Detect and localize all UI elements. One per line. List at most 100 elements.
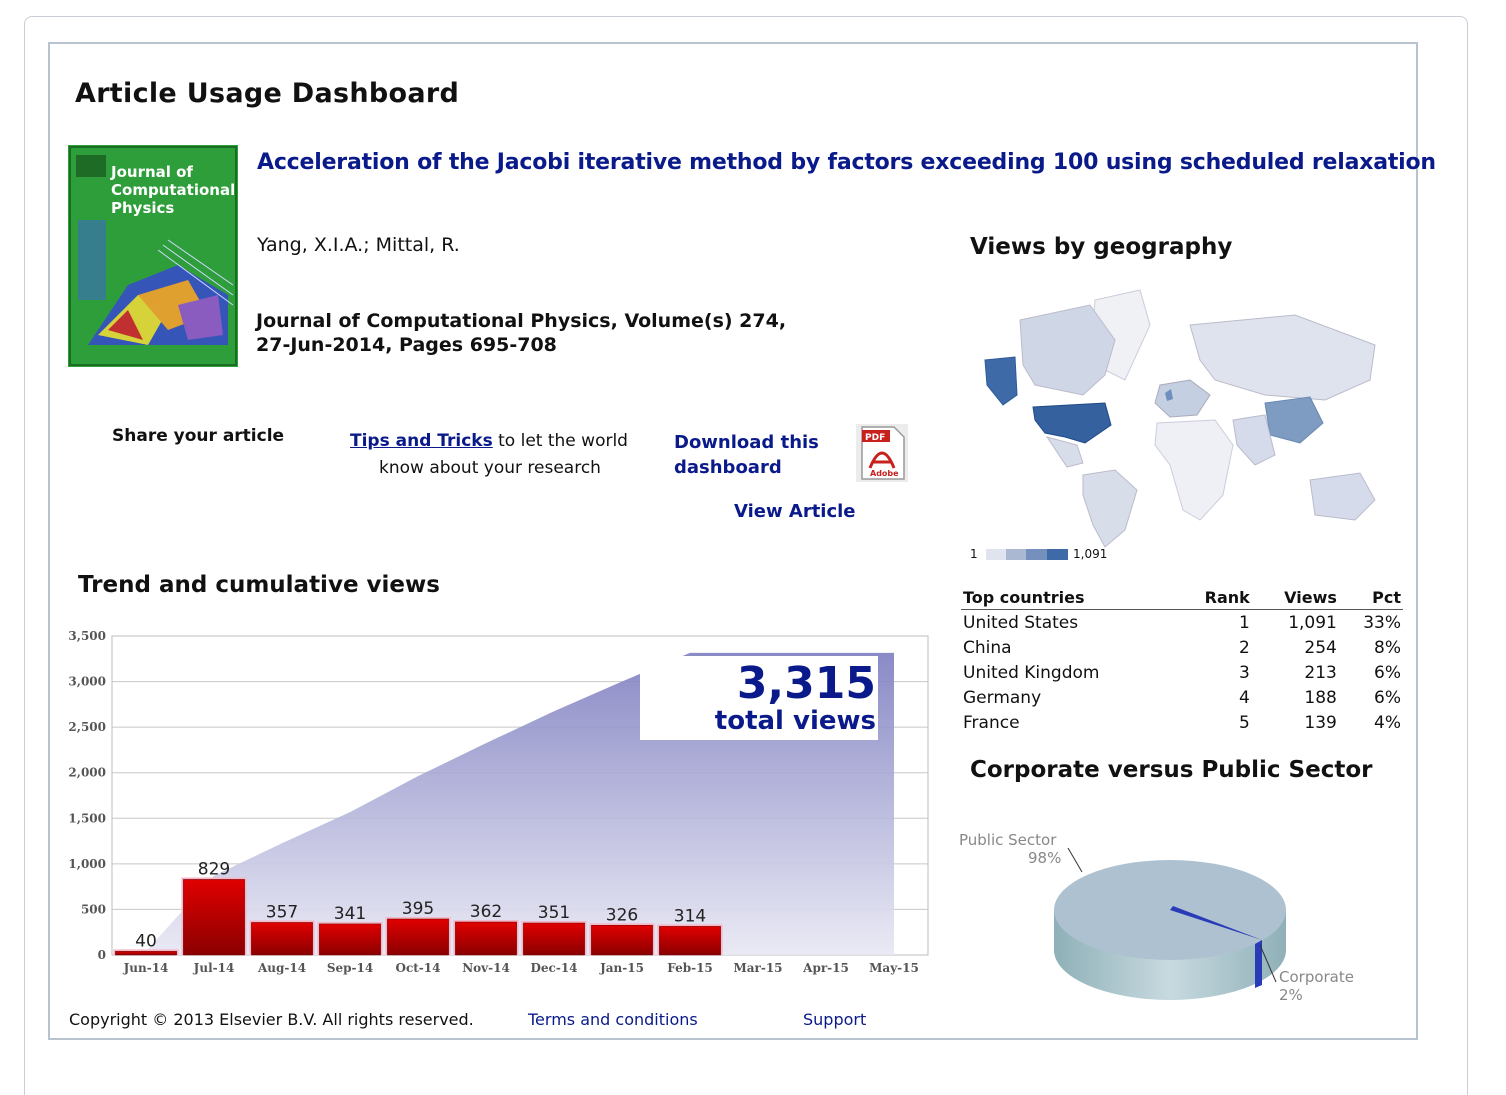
map-legend-bar — [986, 549, 1068, 560]
country-rank: 5 — [1239, 713, 1250, 733]
bar — [115, 951, 177, 956]
bar-value-label: 341 — [334, 904, 366, 924]
bar-value-label: 351 — [538, 903, 570, 923]
download-dashboard-link[interactable]: Download this dashboard — [674, 430, 824, 480]
journal-line-2: 27-Jun-2014, Pages 695-708 — [256, 334, 557, 356]
bar — [455, 921, 517, 956]
china-shape — [1264, 396, 1324, 444]
sector-pie-chart: Public Sector 98% Corporate 2% — [959, 831, 1354, 1004]
corporate-pct: 2% — [1279, 986, 1303, 1004]
table-row: Germany 4 188 6% — [961, 685, 1403, 710]
x-tick-label: Mar-15 — [733, 961, 782, 975]
article-authors: Yang, X.I.A.; Mittal, R. — [257, 234, 460, 256]
usa-shape — [1032, 402, 1112, 444]
south-america-shape — [1082, 469, 1138, 548]
journal-line-1: Journal of Computational Physics, Volume… — [256, 310, 787, 332]
x-tick-label: Jun-14 — [123, 961, 169, 975]
country-pct: 8% — [1374, 638, 1401, 658]
view-article-link[interactable]: View Article — [734, 501, 856, 522]
country-pct: 33% — [1363, 613, 1401, 633]
country-views: 1,091 — [1288, 613, 1337, 633]
x-tick-label: Dec-14 — [530, 961, 577, 975]
trend-title: Trend and cumulative views — [78, 572, 440, 598]
country-pct: 6% — [1374, 663, 1401, 683]
y-tick-label: 1,000 — [68, 857, 106, 871]
table-header-row: Top countries Rank Views Pct — [961, 588, 1403, 610]
russia-shape — [1189, 314, 1376, 401]
europe-shape — [1154, 379, 1211, 418]
terms-link[interactable]: Terms and conditions — [528, 1010, 698, 1029]
bar — [523, 922, 585, 956]
journal-citation: Journal of Computational Physics, Volume… — [256, 309, 816, 357]
y-tick-label: 0 — [98, 948, 106, 962]
alaska-shape — [984, 356, 1018, 406]
pdf-icon-label: PDF — [865, 433, 885, 443]
x-tick-label: Jul-14 — [193, 961, 235, 975]
corporate-leader-line — [1259, 944, 1277, 983]
cover-title-line2: Computational — [111, 181, 235, 199]
pdf-icon[interactable]: PDF Adobe — [856, 424, 908, 482]
bar — [659, 926, 721, 956]
map-legend-min: 1 — [970, 547, 978, 561]
bar-value-label: 829 — [198, 859, 230, 879]
uk-shape — [1165, 389, 1173, 401]
bar — [183, 879, 245, 956]
tips-and-tricks-link[interactable]: Tips and Tricks — [350, 431, 493, 451]
bar — [251, 922, 313, 956]
x-tick-label: Oct-14 — [396, 961, 441, 975]
y-tick-label: 500 — [81, 902, 106, 916]
y-tick-label: 3,000 — [68, 675, 106, 689]
header-rank: Rank — [1176, 588, 1252, 610]
country-rank: 4 — [1239, 688, 1250, 708]
top-countries-table: Top countries Rank Views Pct United Stat… — [961, 588, 1403, 735]
world-map — [984, 289, 1376, 548]
x-tick-label: Sep-14 — [327, 961, 373, 975]
bar-value-label: 40 — [135, 931, 157, 951]
bar-value-label: 395 — [402, 899, 434, 919]
africa-shape — [1154, 419, 1234, 521]
table-row: United Kingdom 3 213 6% — [961, 660, 1403, 685]
pdf-icon-adobe: Adobe — [870, 469, 899, 478]
public-leader-line — [1067, 847, 1083, 873]
country-rank: 2 — [1239, 638, 1250, 658]
header-country: Top countries — [961, 588, 1177, 610]
x-tick-label: Feb-15 — [667, 961, 713, 975]
public-sector-label: Public Sector — [959, 831, 1057, 849]
table-row: United States 1 1,091 33% — [961, 610, 1403, 636]
corporate-label: Corporate — [1279, 968, 1354, 986]
x-tick-label: Jan-15 — [599, 961, 644, 975]
download-line-1: Download this — [674, 432, 819, 453]
total-views-box — [640, 656, 878, 740]
table-row: China 2 254 8% — [961, 635, 1403, 660]
bar-value-label: 326 — [606, 905, 638, 925]
pie-side-corporate — [1255, 940, 1262, 988]
bar-value-label: 314 — [674, 906, 706, 926]
page-title: Article Usage Dashboard — [75, 78, 460, 109]
share-article-label: Share your article — [112, 426, 285, 446]
x-tick-label: Nov-14 — [462, 961, 510, 975]
map-legend-max: 1,091 — [1073, 547, 1108, 561]
support-link[interactable]: Support — [803, 1010, 867, 1029]
x-tick-label: Aug-14 — [257, 961, 306, 975]
x-tick-label: May-15 — [869, 961, 919, 975]
y-tick-label: 2,000 — [68, 766, 106, 780]
country-views: 254 — [1304, 638, 1337, 658]
window-frame — [24, 16, 1468, 1095]
tips-text-1: to let the world — [492, 431, 628, 451]
south-asia-shape — [1232, 414, 1276, 466]
country-pct: 6% — [1374, 688, 1401, 708]
header-pct: Pct — [1338, 588, 1403, 610]
bar-value-label: 357 — [266, 902, 298, 922]
download-line-2: dashboard — [674, 457, 782, 478]
country-name: China — [963, 638, 1012, 658]
country-views: 188 — [1304, 688, 1337, 708]
country-name: United Kingdom — [963, 663, 1100, 683]
article-title-link[interactable]: Acceleration of the Jacobi iterative met… — [257, 150, 1436, 175]
x-tick-label: Apr-15 — [802, 961, 849, 975]
mexico-shape — [1045, 436, 1084, 468]
country-views: 139 — [1304, 713, 1337, 733]
sector-title: Corporate versus Public Sector — [970, 757, 1373, 783]
country-views: 213 — [1304, 663, 1337, 683]
country-rank: 1 — [1239, 613, 1250, 633]
copyright-text: Copyright © 2013 Elsevier B.V. All right… — [69, 1010, 474, 1029]
